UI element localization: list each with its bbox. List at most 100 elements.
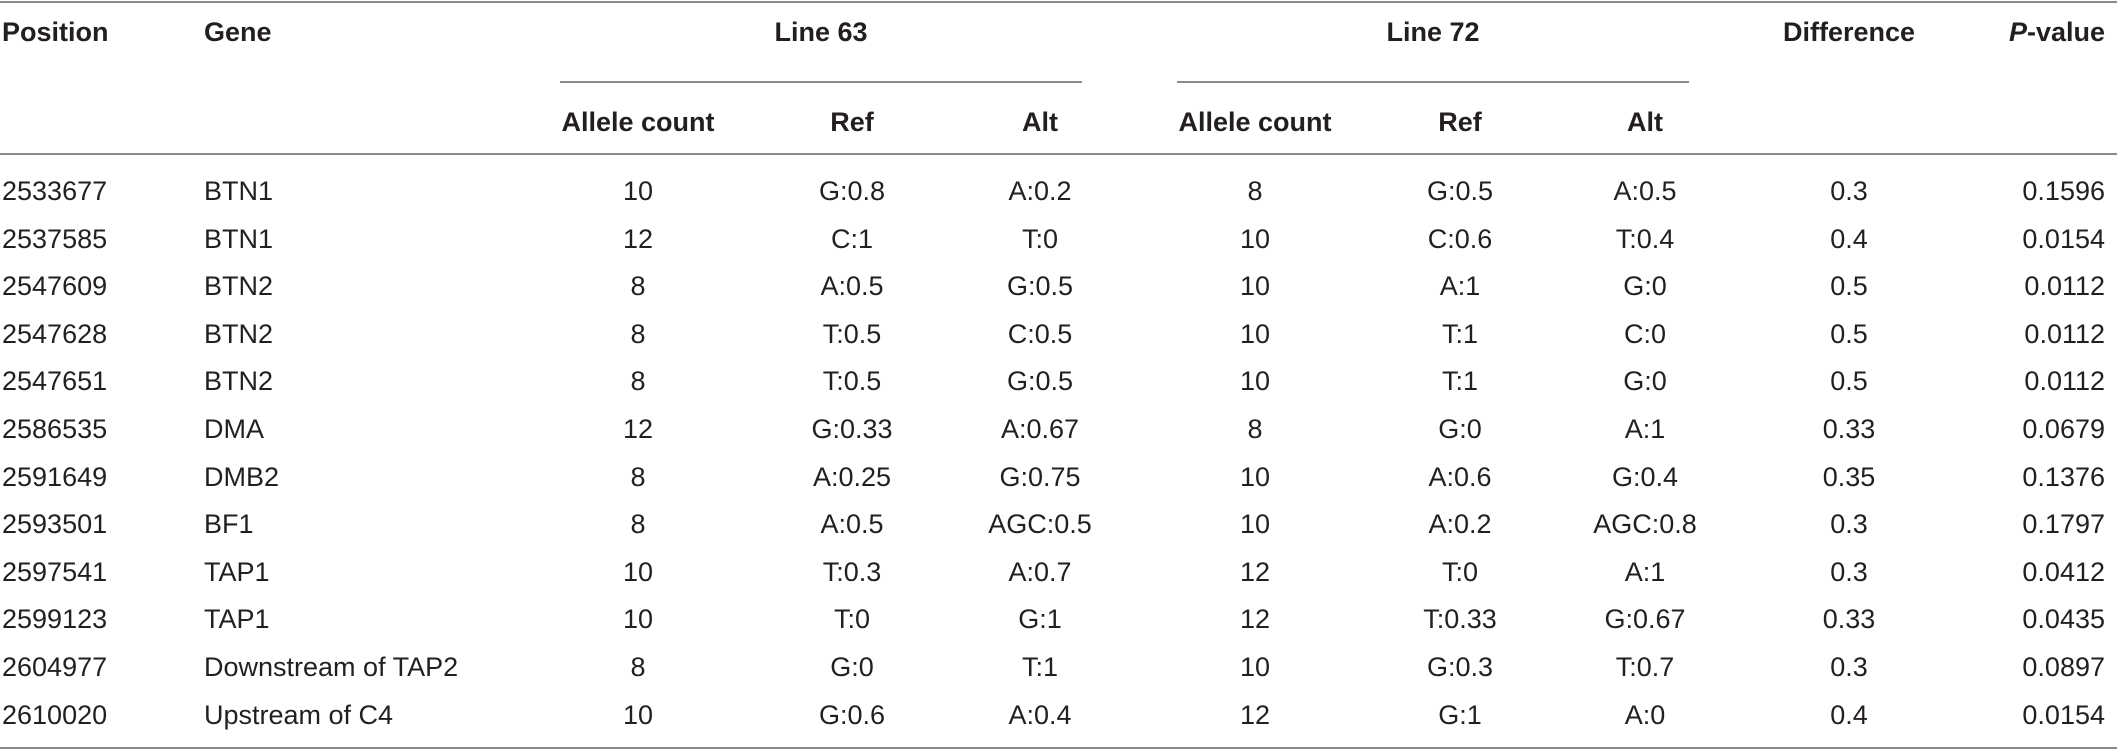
cell-position: 2593501	[2, 509, 108, 540]
cell-allele-count-72: 10	[1239, 366, 1271, 397]
cell-p-value: 0.0154	[2022, 223, 2105, 254]
cell-allele-count-72: 10	[1239, 651, 1271, 682]
cell-alt-63: AGC:0.5	[988, 509, 1092, 540]
cell-position: 2604977	[2, 651, 108, 682]
line-63-span-rule	[560, 81, 1082, 83]
header-bottom-rule	[0, 153, 2117, 155]
cell-position: 2537585	[2, 223, 108, 254]
cell-gene: DMB2	[204, 461, 280, 492]
cell-allele-count-72: 12	[1239, 556, 1271, 587]
cell-position: 2597541	[2, 556, 108, 587]
table-row: 2604977 Downstream of TAP2 8 G:0 T:1 10 …	[0, 651, 2117, 699]
header-line-72: Line 72	[1386, 17, 1480, 47]
cell-ref-72: A:0.2	[1428, 509, 1492, 540]
cell-gene: DMA	[204, 413, 264, 444]
table-row: 2591649 DMB2 8 A:0.25 G:0.75 10 A:0.6 G:…	[0, 461, 2117, 509]
cell-alt-72: A:1	[1624, 556, 1666, 587]
cell-ref-63: G:0.6	[818, 699, 886, 730]
table-row: 2547609 BTN2 8 A:0.5 G:0.5 10 A:1 G:0 0.…	[0, 270, 2117, 318]
cell-allele-count-63: 8	[630, 271, 646, 302]
cell-alt-72: T:0.4	[1615, 223, 1675, 254]
cell-difference: 0.5	[1830, 271, 1868, 302]
header-p-value-italic: P	[2008, 17, 2027, 47]
cell-alt-63: A:0.2	[1008, 176, 1072, 206]
cell-alt-72: G:0.4	[1611, 461, 1679, 492]
cell-difference: 0.3	[1830, 509, 1868, 540]
cell-position: 2599123	[2, 604, 108, 635]
cell-ref-72: G:0.3	[1426, 651, 1494, 682]
table-row: 2610020 Upstream of C4 10 G:0.6 A:0.4 12…	[0, 699, 2117, 747]
cell-allele-count-63: 8	[630, 461, 646, 492]
cell-gene: BTN2	[204, 318, 274, 349]
cell-difference: 0.3	[1830, 556, 1868, 587]
cell-ref-63: T:0.3	[822, 556, 882, 587]
cell-p-value: 0.0112	[2024, 318, 2105, 349]
cell-alt-72: A:1	[1624, 413, 1666, 444]
cell-alt-72: C:0	[1623, 318, 1667, 349]
cell-alt-72: G:0.67	[1604, 604, 1686, 635]
cell-alt-63: G:0.5	[1006, 271, 1074, 302]
cell-alt-63: T:0	[1021, 223, 1059, 254]
cell-p-value: 0.0897	[2022, 651, 2105, 682]
cell-gene: TAP1	[204, 604, 270, 635]
header-alt-72: Alt	[1627, 107, 1663, 137]
table-row: 2599123 TAP1 10 T:0 G:1 12 T:0.33 G:0.67…	[0, 603, 2117, 651]
cell-gene: BTN1	[204, 176, 274, 206]
cell-difference: 0.5	[1830, 318, 1868, 349]
header-position: Position	[2, 17, 109, 47]
cell-alt-63: C:0.5	[1007, 318, 1073, 349]
cell-difference: 0.33	[1822, 413, 1876, 444]
cell-gene: BTN1	[204, 223, 274, 254]
cell-ref-63: T:0.5	[822, 318, 882, 349]
cell-allele-count-63: 12	[622, 223, 654, 254]
cell-ref-63: G:0	[830, 651, 874, 682]
cell-ref-72: C:0.6	[1427, 223, 1493, 254]
cell-position: 2547651	[2, 366, 108, 397]
cell-ref-72: T:1	[1441, 366, 1479, 397]
cell-ref-63: G:0.33	[811, 413, 893, 444]
cell-alt-63: A:0.7	[1008, 556, 1072, 587]
cell-ref-63: A:0.5	[820, 271, 884, 302]
cell-allele-count-63: 8	[630, 318, 646, 349]
table-row: 2547628 BTN2 8 T:0.5 C:0.5 10 T:1 C:0 0.…	[0, 318, 2117, 366]
cell-ref-72: A:0.6	[1428, 461, 1492, 492]
header-p-value-suffix: -value	[2026, 17, 2105, 47]
cell-p-value: 0.0679	[2022, 413, 2105, 444]
cell-allele-count-63: 12	[622, 413, 654, 444]
cell-p-value: 0.1596	[2022, 176, 2105, 206]
cell-position: 2533677	[2, 176, 108, 206]
table-row: 2586535 DMA 12 G:0.33 A:0.67 8 G:0 A:1 0…	[0, 413, 2117, 461]
cell-gene: TAP1	[204, 556, 270, 587]
cell-allele-count-72: 8	[1247, 413, 1263, 444]
cell-alt-63: A:0.67	[1000, 413, 1080, 444]
header-allele-count-72: Allele count	[1178, 107, 1332, 137]
cell-difference: 0.33	[1822, 604, 1876, 635]
cell-ref-72: T:1	[1441, 318, 1479, 349]
cell-ref-63: A:0.25	[812, 461, 892, 492]
cell-allele-count-72: 10	[1239, 318, 1271, 349]
cell-alt-63: A:0.4	[1008, 699, 1072, 730]
cell-difference: 0.3	[1830, 651, 1868, 682]
cell-p-value: 0.0112	[2024, 366, 2105, 397]
table-bottom-rule	[0, 747, 2117, 749]
table-body: 2533677 BTN1 10 G:0.8 A:0.2 8 G:0.5 A:0.…	[0, 175, 2117, 746]
cell-alt-72: AGC:0.8	[1593, 509, 1697, 540]
cell-p-value: 0.0154	[2022, 699, 2105, 730]
cell-alt-63: G:1	[1018, 604, 1062, 635]
cell-position: 2591649	[2, 461, 108, 492]
cell-allele-count-63: 10	[622, 604, 654, 635]
cell-difference: 0.35	[1822, 461, 1876, 492]
cell-alt-72: A:0	[1624, 699, 1666, 730]
cell-difference: 0.4	[1830, 223, 1868, 254]
cell-difference: 0.3	[1830, 176, 1868, 206]
cell-allele-count-72: 10	[1239, 223, 1271, 254]
table-row: 2547651 BTN2 8 T:0.5 G:0.5 10 T:1 G:0 0.…	[0, 365, 2117, 413]
cell-position: 2547609	[2, 271, 108, 302]
cell-ref-63: G:0.8	[818, 176, 886, 206]
header-difference: Difference	[1782, 17, 1916, 47]
cell-ref-72: A:1	[1439, 271, 1481, 302]
line-72-span-rule	[1177, 81, 1689, 83]
cell-alt-72: G:0	[1623, 271, 1667, 302]
cell-alt-72: T:0.7	[1615, 651, 1675, 682]
